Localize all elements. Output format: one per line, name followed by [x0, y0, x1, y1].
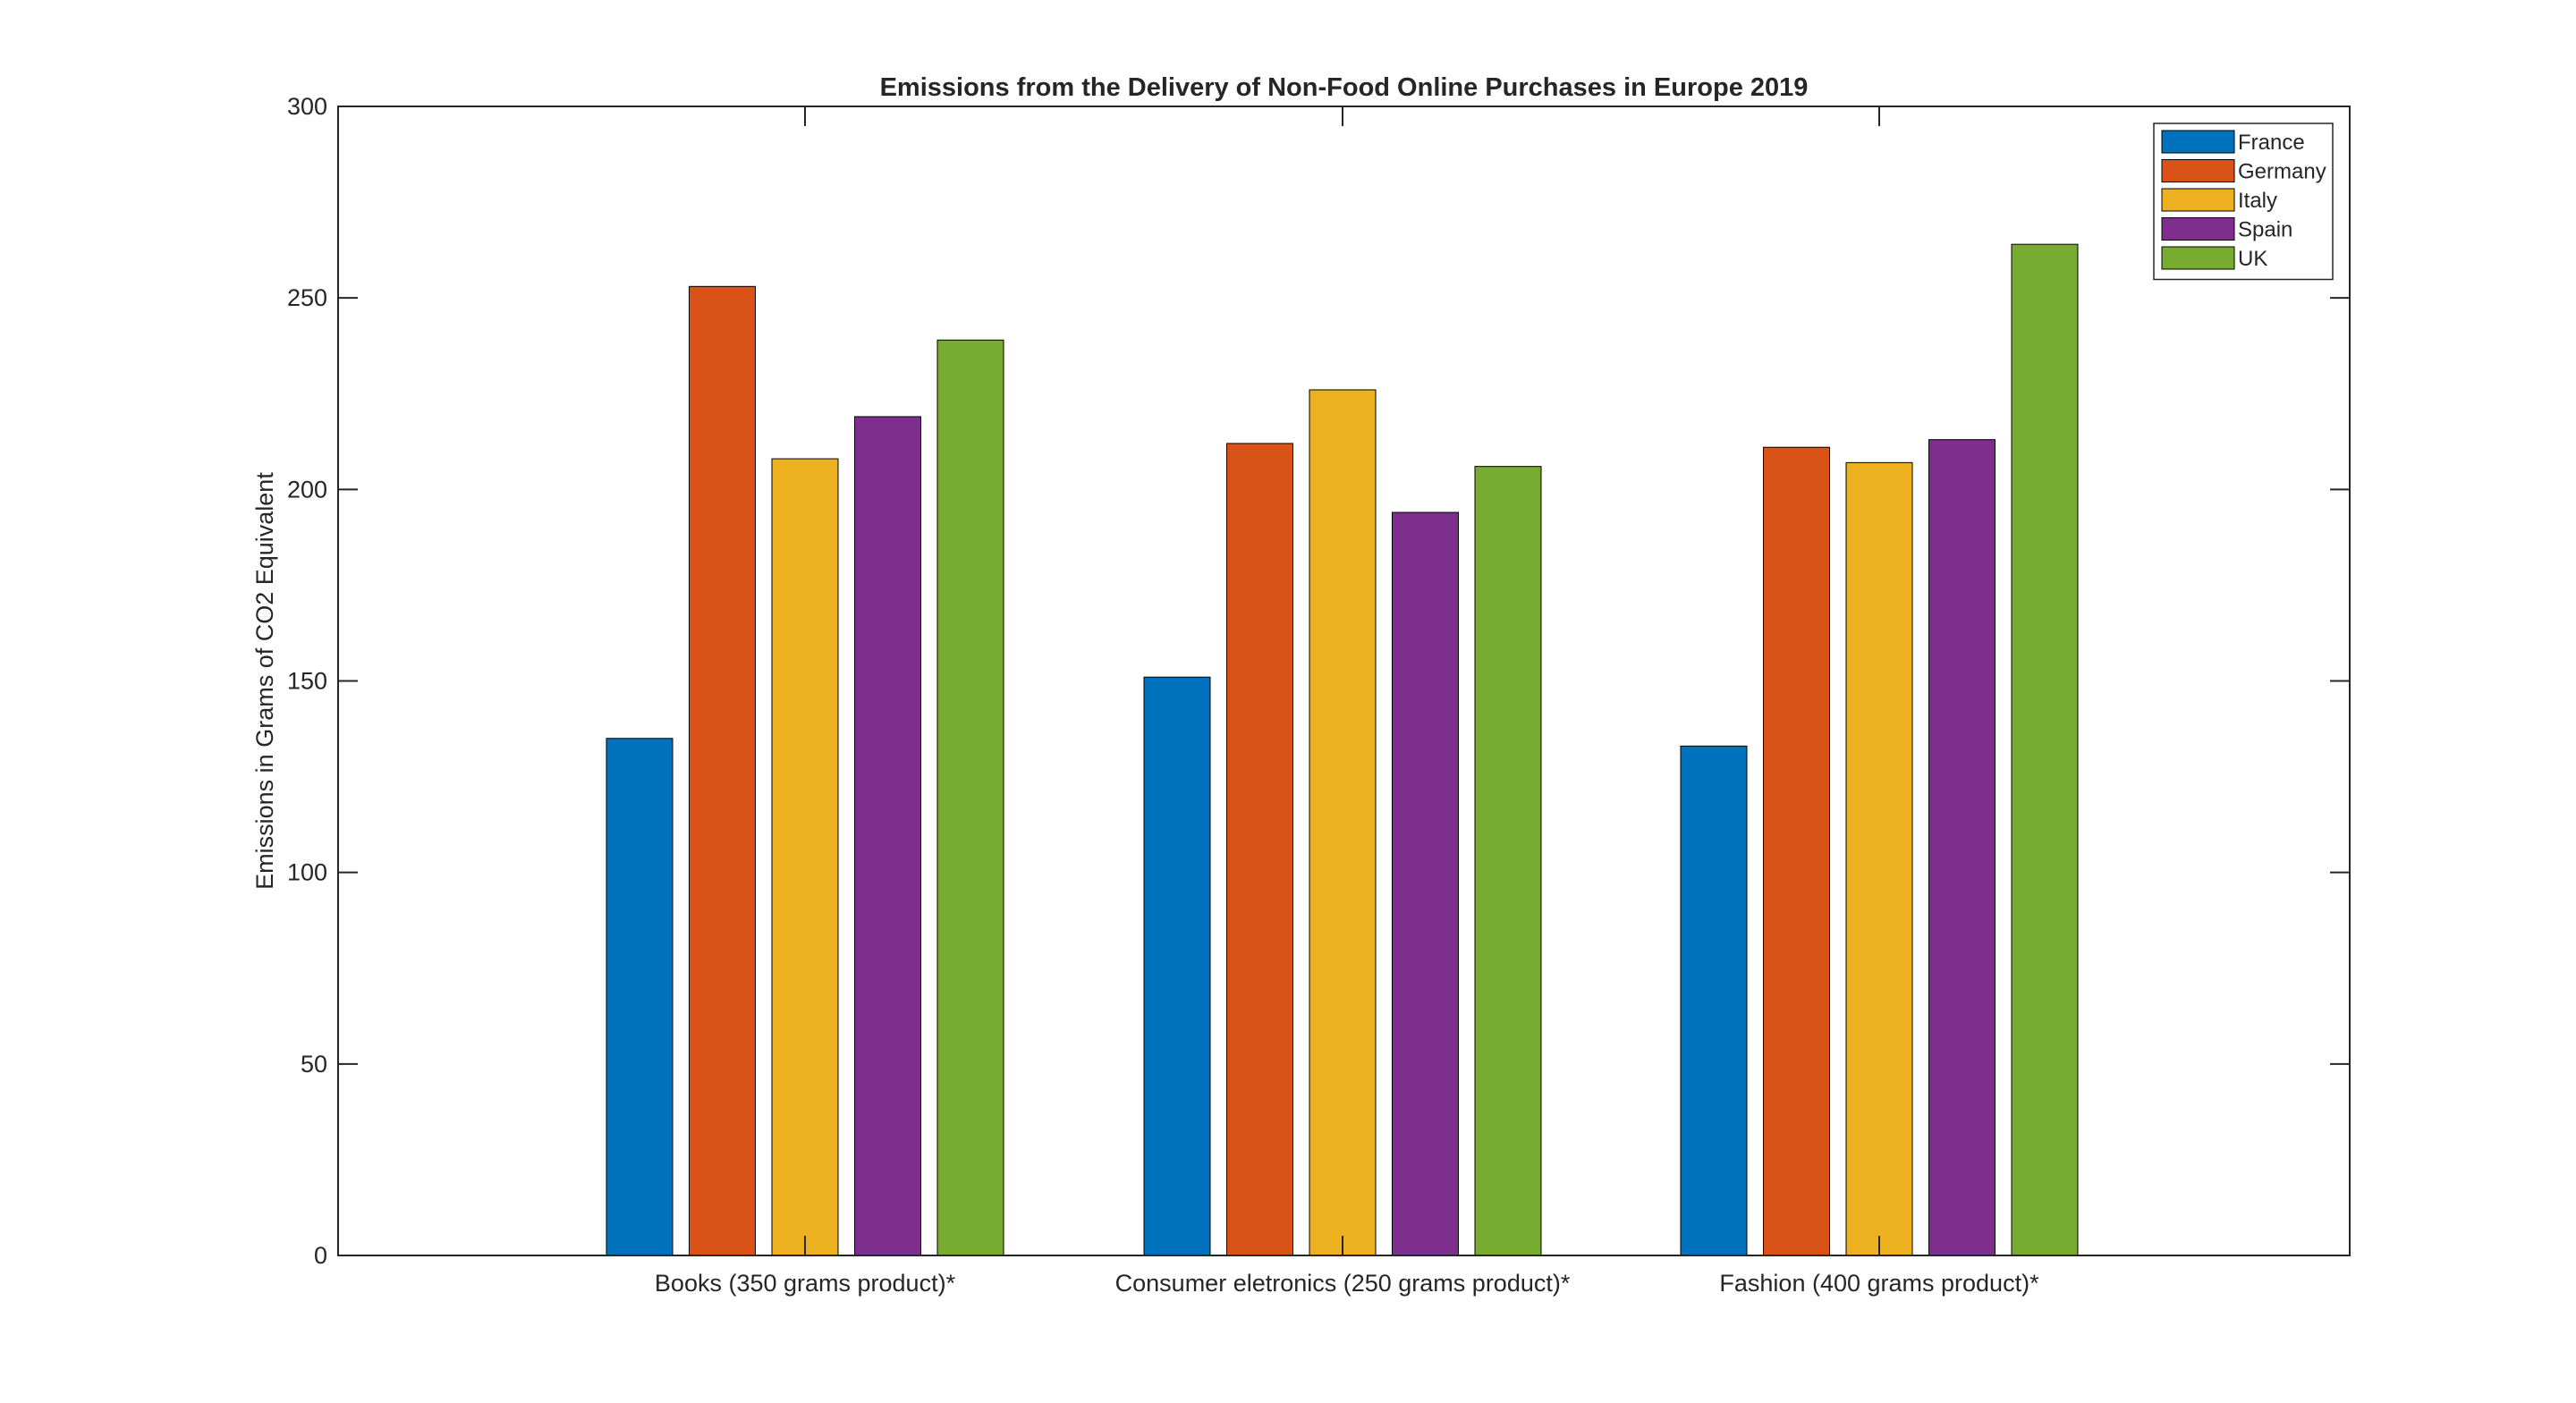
- legend-swatch-uk: [2161, 246, 2235, 270]
- bar-spain-2: [1392, 511, 1459, 1256]
- legend-label-france: France: [2238, 131, 2305, 155]
- legend: France Germany Italy Spain UK: [2153, 123, 2334, 281]
- x-tick-label: Books (350 grams product)*: [655, 1270, 956, 1297]
- legend-swatch-spain: [2161, 217, 2235, 241]
- bar-germany-3: [1763, 446, 1830, 1256]
- bar-spain-1: [854, 416, 921, 1256]
- y-tick-label: 250: [287, 284, 327, 311]
- ticks-layer: 0 50 100 150 200 250 300 Books (350 grams produ…: [287, 93, 2350, 1297]
- bar-italy-2: [1309, 389, 1377, 1256]
- bar-germany-2: [1226, 443, 1293, 1256]
- y-tick-label: 150: [287, 668, 327, 695]
- bar-france-3: [1680, 745, 1748, 1256]
- bar-france-1: [606, 738, 674, 1256]
- x-tick-label: Fashion (400 grams product)*: [1719, 1270, 2039, 1297]
- bar-germany-1: [689, 285, 756, 1256]
- chart-title: Emissions from the Delivery of Non-Food …: [880, 73, 1809, 102]
- bars-layer: [606, 243, 2079, 1256]
- y-tick-label: 300: [287, 93, 327, 120]
- legend-swatch-france: [2161, 130, 2235, 154]
- bar-uk-2: [1474, 466, 1542, 1256]
- bar-italy-1: [771, 458, 839, 1256]
- legend-swatch-italy: [2161, 188, 2235, 212]
- legend-label-uk: UK: [2238, 247, 2267, 271]
- legend-swatch-germany: [2161, 159, 2235, 182]
- bar-uk-1: [936, 339, 1004, 1256]
- bar-italy-3: [1845, 461, 1913, 1256]
- bar-france-2: [1143, 676, 1211, 1256]
- y-tick-label: 200: [287, 476, 327, 503]
- bar-spain-3: [1928, 439, 1996, 1256]
- y-tick-label: 0: [314, 1242, 327, 1269]
- legend-label-germany: Germany: [2238, 160, 2326, 184]
- y-axis-label: Emissions in Grams of CO2 Equivalent: [251, 472, 278, 890]
- axes-box: [337, 106, 2351, 1256]
- legend-label-italy: Italy: [2238, 189, 2277, 213]
- bar-uk-3: [2011, 243, 2079, 1256]
- y-tick-label: 100: [287, 859, 327, 886]
- x-tick-label: Consumer eletronics (250 grams product)*: [1115, 1270, 1571, 1297]
- y-tick-label: 50: [301, 1051, 327, 1078]
- legend-label-spain: Spain: [2238, 218, 2292, 242]
